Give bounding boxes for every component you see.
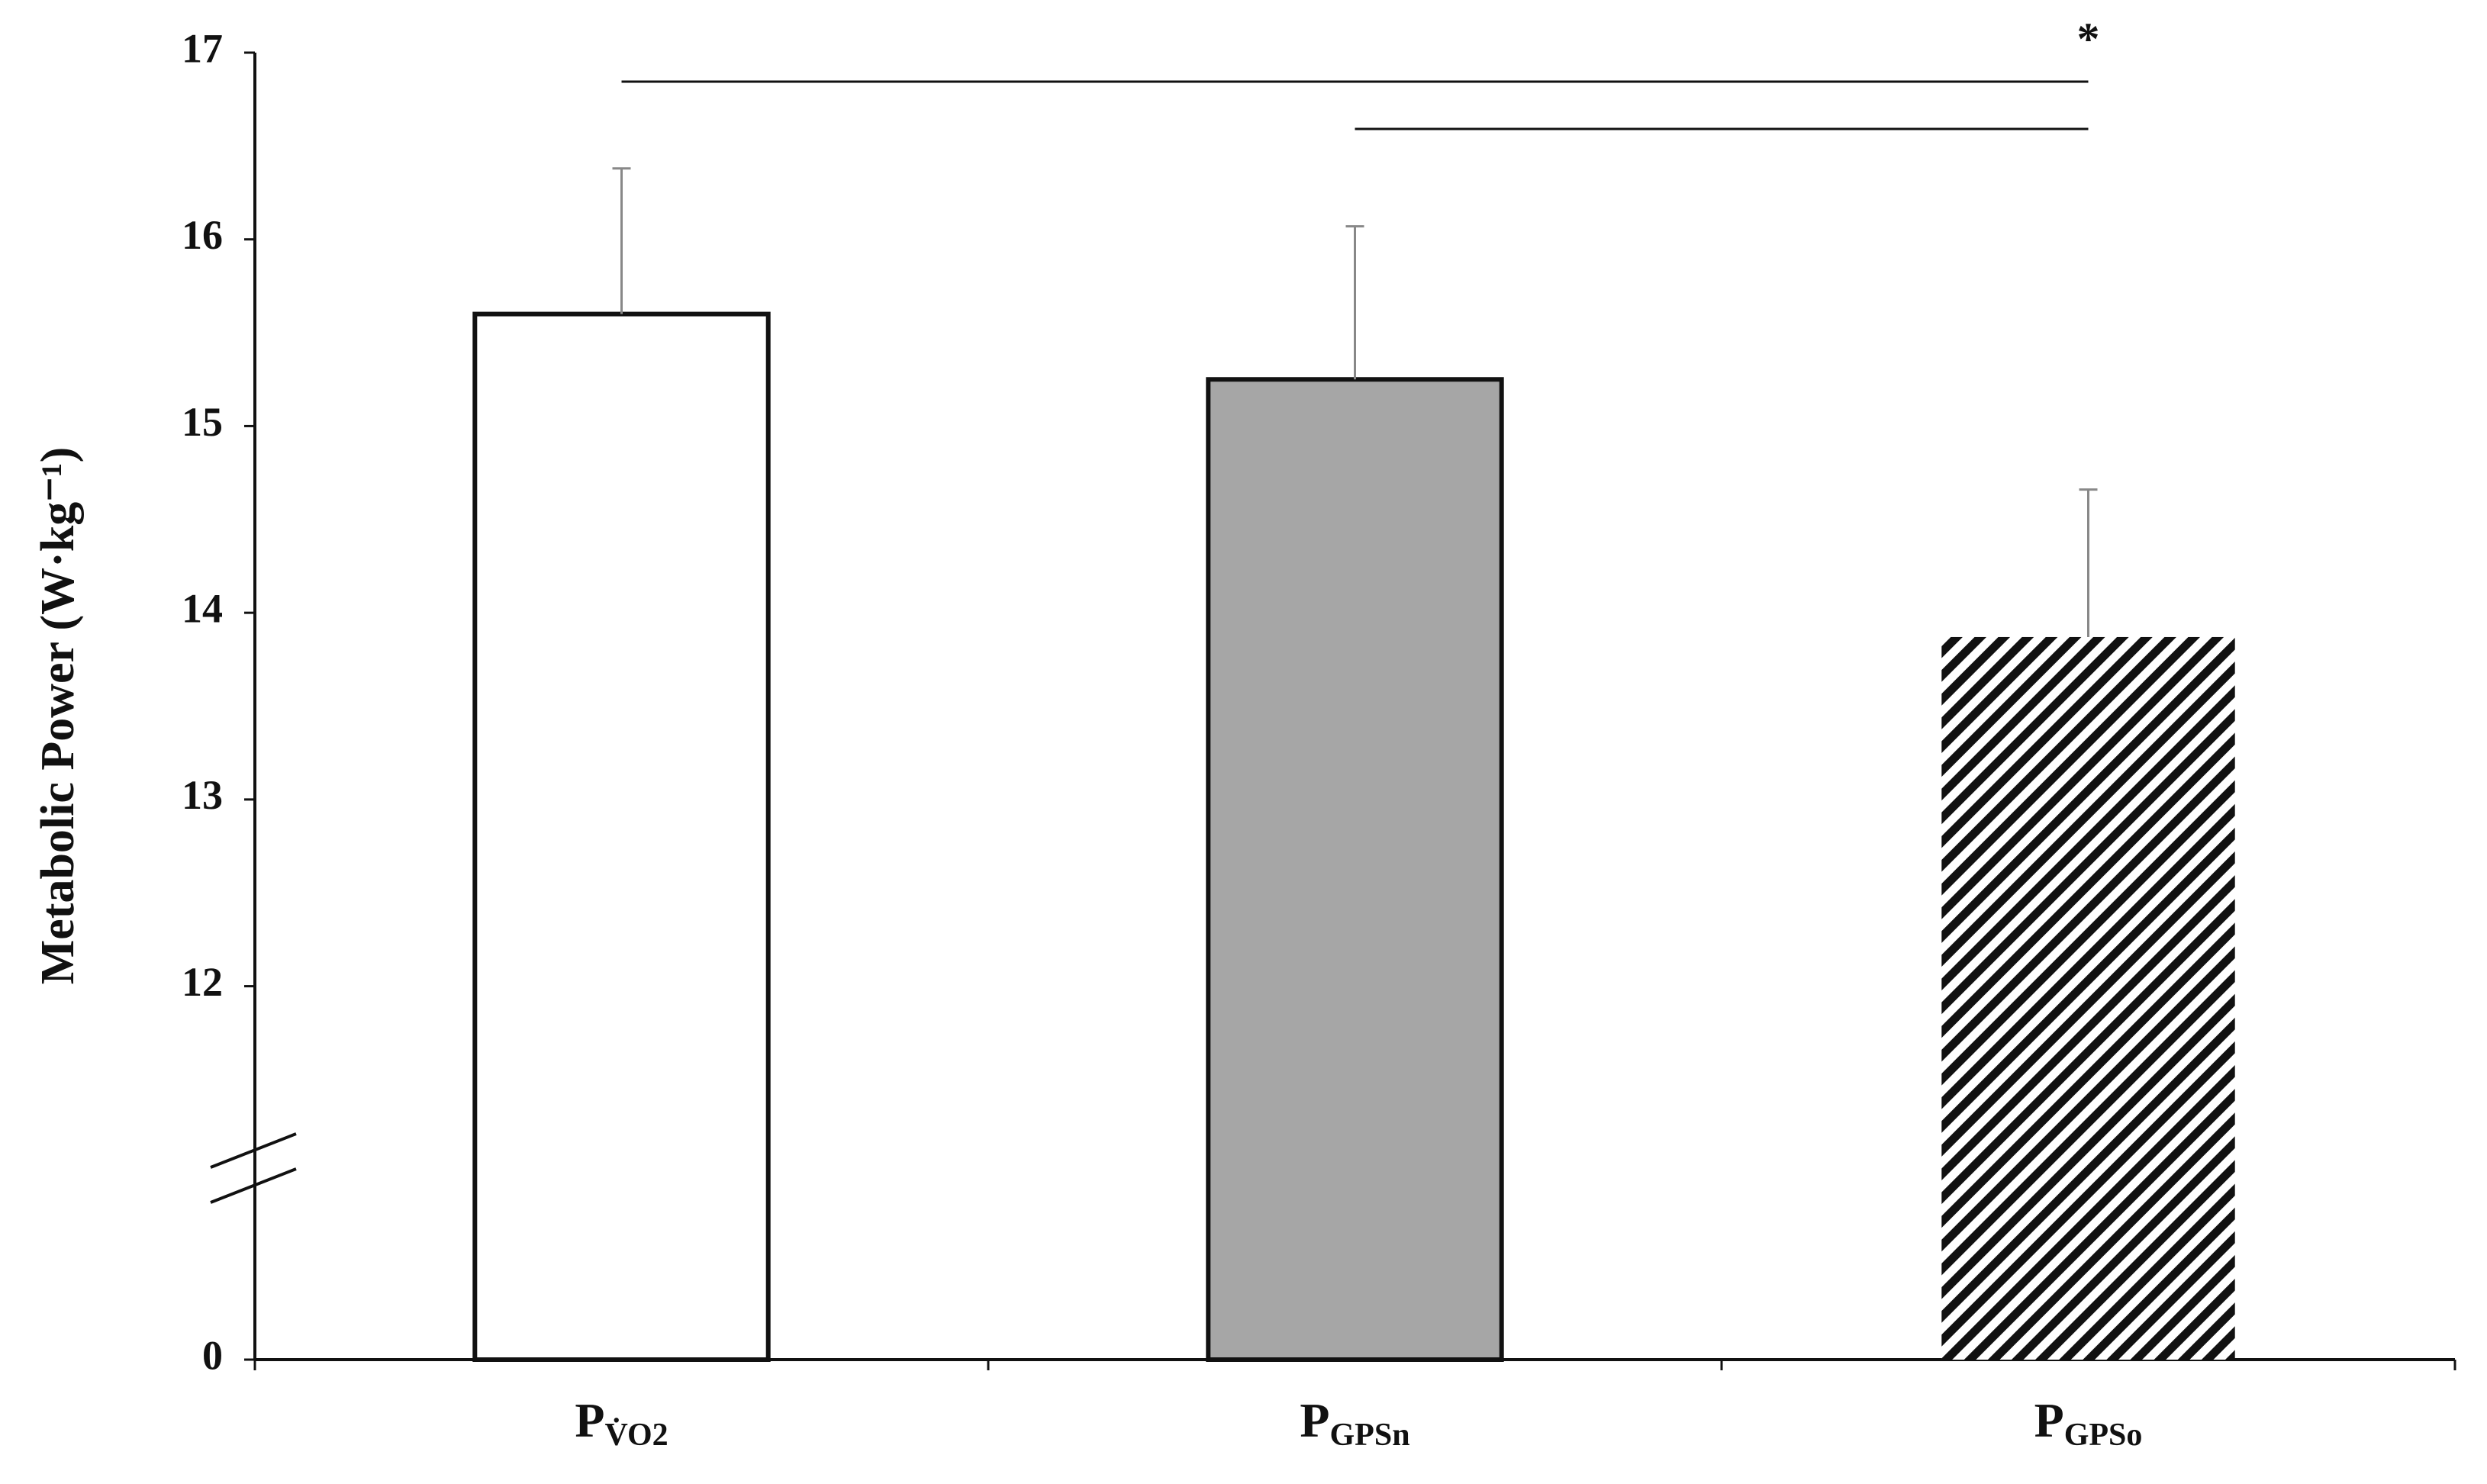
category-main: P <box>1300 1393 1329 1447</box>
x-tick-label: PGPSn <box>1300 1393 1409 1453</box>
y-axis-label: Metabolic Power (W·kg⁻¹) <box>32 447 84 984</box>
category-main: P <box>2034 1393 2064 1447</box>
y-tick-label: 16 <box>182 212 223 258</box>
significance-label: * <box>2077 14 2100 64</box>
category-subscript: V̇O2 <box>604 1417 668 1453</box>
category-subscript: GPSn <box>1330 1418 1410 1453</box>
bar <box>1206 377 1504 1362</box>
y-tick-label: 0 <box>202 1332 223 1378</box>
bar <box>472 311 771 1363</box>
category-main: P <box>575 1393 604 1447</box>
x-tick-label: PV̇O2 <box>575 1393 668 1453</box>
y-tick-label: 13 <box>182 772 223 818</box>
x-tick-label: PGPSo <box>2034 1393 2143 1453</box>
y-tick-label: 17 <box>182 25 223 71</box>
bar <box>1941 636 2235 1360</box>
y-tick-label: 14 <box>182 586 223 632</box>
category-subscript: GPSo <box>2064 1418 2143 1453</box>
y-tick-label: 15 <box>182 399 223 445</box>
y-tick-label: 12 <box>182 959 223 1005</box>
